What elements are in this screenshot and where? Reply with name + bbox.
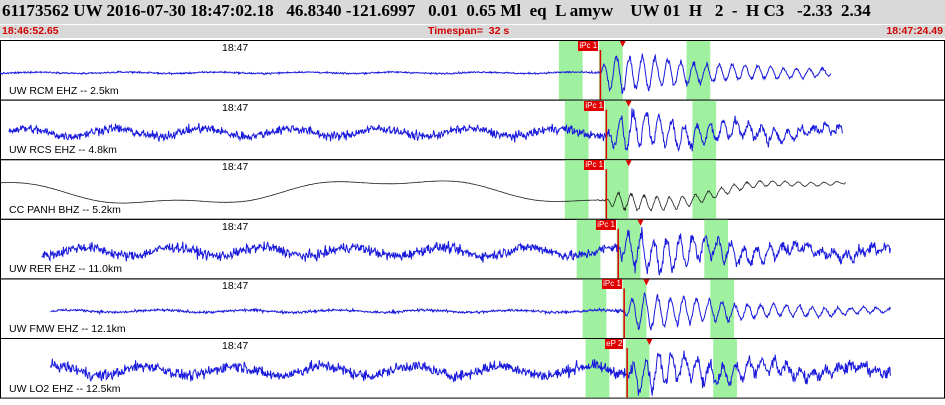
end-time-label: 18:47:24.49 — [886, 25, 943, 37]
station-label: CC PANH BHZ -- 5.2km — [9, 203, 121, 216]
panel-border — [0, 159, 945, 220]
pick-marker-triangle[interactable] — [646, 339, 653, 345]
waveform-trace — [0, 179, 846, 212]
analysis-window — [576, 219, 601, 279]
event-header: 61173562 UW 2016-07-30 18:47:02.18 46.83… — [0, 0, 945, 40]
station-label: UW RCM EHZ -- 2.5km — [9, 84, 119, 97]
pick-label[interactable]: iPc 1 — [584, 160, 605, 171]
trace-panel[interactable] — [0, 40, 945, 101]
seismogram-canvas[interactable] — [0, 40, 945, 400]
analysis-window — [598, 41, 623, 100]
pick-label[interactable]: iPc 1 — [596, 219, 617, 230]
station-label: UW LO2 EHZ -- 12.5km — [9, 382, 121, 395]
minute-tick-label: 18:47 — [222, 161, 249, 174]
minute-tick-label: 18:47 — [222, 340, 249, 352]
pick-marker-triangle[interactable] — [619, 41, 626, 47]
minute-tick-label: 18:47 — [222, 42, 249, 54]
start-time-label: 18:46:52.65 — [2, 25, 59, 37]
event-summary-bar — [0, 0, 945, 24]
analysis-window — [692, 160, 717, 219]
panel-border — [0, 338, 945, 399]
pick-label[interactable]: iPc 1 — [578, 41, 599, 51]
analysis-window — [585, 339, 610, 398]
pick-marker-triangle[interactable] — [643, 279, 650, 286]
timespan-label: Timespan= 32 s — [428, 25, 510, 37]
analysis-window — [692, 100, 717, 160]
trace-panel[interactable] — [0, 99, 945, 161]
waveform-trace — [8, 108, 844, 152]
pick-marker-triangle[interactable] — [625, 100, 632, 107]
pick-label[interactable]: eP 2 — [605, 339, 624, 349]
waveform-trace — [50, 350, 891, 396]
analysis-window — [625, 339, 650, 398]
trace-panel[interactable] — [0, 278, 945, 339]
station-label: UW FMW EHZ -- 12.1km — [9, 323, 126, 335]
pick-marker-triangle[interactable] — [637, 219, 644, 226]
analysis-window — [710, 279, 734, 338]
minute-tick-label: 18:47 — [222, 280, 249, 293]
panel-border — [0, 40, 945, 101]
trace-panel[interactable] — [0, 159, 945, 220]
trace-panel[interactable] — [0, 218, 945, 280]
trace-panel[interactable] — [0, 338, 945, 399]
panel-border — [0, 278, 945, 339]
station-label: UW RCS EHZ -- 4.8km — [9, 144, 117, 157]
analysis-window — [564, 160, 589, 219]
analysis-window — [604, 100, 629, 160]
analysis-window — [686, 41, 711, 100]
event-summary-text: 61173562 UW 2016-07-30 18:47:02.18 46.83… — [2, 1, 871, 20]
waveform-trace — [0, 53, 832, 95]
pick-marker-triangle[interactable] — [625, 160, 632, 167]
station-label: UW RER EHZ -- 11.0km — [9, 263, 122, 276]
pick-label[interactable]: iPc 1 — [602, 279, 622, 290]
minute-tick-label: 18:47 — [222, 101, 249, 114]
time-range-bar — [0, 25, 945, 38]
waveform-trace — [41, 227, 891, 276]
waveform-trace — [50, 291, 891, 331]
minute-tick-label: 18:47 — [222, 220, 249, 233]
seismogram-panels[interactable]: 18:47 UW RCM EHZ -- 2.5km iPc 1 18:47 UW RCS… — [0, 40, 945, 400]
pick-label[interactable]: iPc 1 — [584, 100, 605, 111]
analysis-window — [558, 41, 583, 100]
analysis-window — [704, 219, 729, 279]
